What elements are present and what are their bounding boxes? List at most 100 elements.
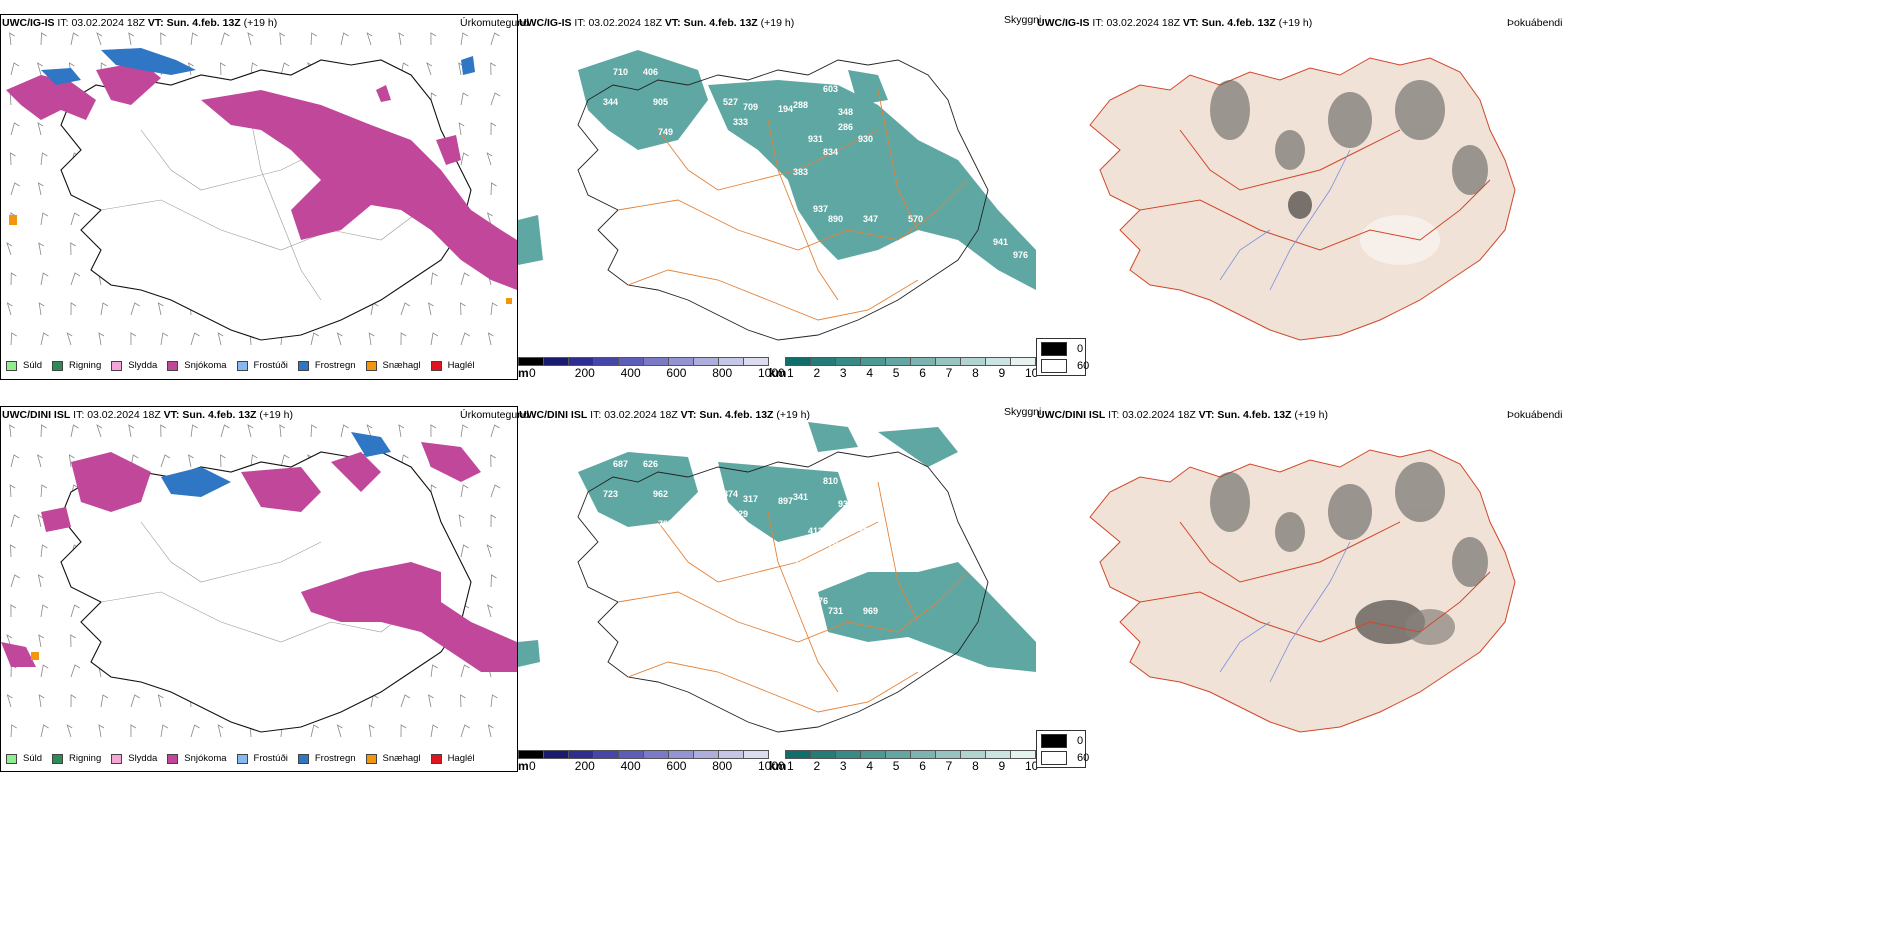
- precip-title-bottom: Úrkomutegund: [460, 409, 529, 421]
- colorbar-cell: [743, 750, 769, 759]
- visibility-map-top: 710 406 905 344 749 527 709 333 194 603 288 348 286 9…: [518, 50, 1036, 341]
- legend-label: Snæhagl: [382, 360, 421, 371]
- ice-pellet-areas: [31, 652, 39, 660]
- colorbar-cell: [668, 357, 694, 366]
- cloud-legend-bottom: 0 60: [1036, 730, 1089, 768]
- colorbar-tick: 9: [998, 366, 1006, 380]
- legend-swatch: [167, 753, 179, 764]
- colorbar-cell: [960, 750, 986, 759]
- colorbar-tick: 0: [529, 366, 536, 380]
- visibility-value-label: 413: [808, 526, 823, 536]
- colorbar-cell: [518, 750, 544, 759]
- low-visibility-areas: [518, 422, 1036, 672]
- colorbar-tick: 7: [945, 366, 953, 380]
- vis-unit-top: km: [769, 366, 787, 380]
- vis-colorbar-top: [785, 357, 1036, 366]
- colorbar-tick: 6: [919, 366, 926, 380]
- visibility-value-label: 937: [813, 204, 828, 214]
- colorbar-cell: [960, 357, 986, 366]
- roads: [617, 89, 969, 321]
- colorbar-cell: [593, 357, 619, 366]
- fog-roads: [1139, 521, 1491, 643]
- precip-header-bottom: UWC/DINI ISL IT: 03.02.2024 18Z VT: Sun.…: [2, 409, 293, 421]
- snow-areas: [1, 442, 517, 672]
- legend-label: Frostúði: [253, 360, 288, 371]
- fog-header-bottom: UWC/DINI ISL IT: 03.02.2024 18Z VT: Sun.…: [1037, 409, 1328, 421]
- legend-swatch: [430, 753, 442, 764]
- visibility-value-label: 370: [823, 539, 838, 549]
- visibility-value-label: 731: [828, 606, 843, 616]
- visibility-value-label: 310: [858, 526, 873, 536]
- legend-item: Frostregn: [297, 360, 356, 371]
- legend-swatch: [167, 360, 179, 371]
- colorbar-tick: 10: [1025, 759, 1039, 773]
- colorbar-tick: 8: [972, 759, 979, 773]
- legend-swatch: [6, 360, 17, 371]
- cloud-legend-item: 60: [1041, 359, 1089, 373]
- colorbar-cell: [1010, 357, 1036, 366]
- iceland-outline: [577, 59, 989, 341]
- colorbar-cell: [543, 357, 569, 366]
- colorbar-cell: [643, 750, 669, 759]
- legend-label: Frostregn: [314, 360, 356, 371]
- colorbar-cell: [643, 357, 669, 366]
- colorbar-tick: 1000: [758, 759, 785, 773]
- colorbar-tick: 3: [839, 366, 847, 380]
- visibility-value-label: 931: [808, 134, 823, 144]
- legend-swatch: [236, 360, 248, 371]
- fog-roads: [1139, 129, 1491, 251]
- legend-label: Rigning: [69, 753, 102, 764]
- fog-map-top: [1089, 57, 1516, 341]
- legend-label: Haglél: [447, 360, 475, 371]
- visibility-value-label: 969: [863, 606, 878, 616]
- colorbar-cell: [568, 750, 594, 759]
- freezing-rain-areas: [161, 432, 391, 497]
- colorbar-tick: 1: [787, 366, 794, 380]
- legend-label: Slydda: [128, 753, 158, 764]
- legend-item: Haglél: [430, 360, 475, 371]
- colorbar-cell: [593, 750, 619, 759]
- cloud-swatch: [1041, 342, 1067, 356]
- ceiling-colorbar-bottom: [518, 750, 769, 759]
- legend-item: Snjókoma: [167, 753, 227, 764]
- legend-item: Snjókoma: [167, 360, 227, 371]
- cloud-legend-item: 60: [1041, 751, 1089, 765]
- cloud-swatch: [1041, 359, 1067, 373]
- legend-item: Snæhagl: [365, 360, 421, 371]
- colorbar-cell: [743, 357, 769, 366]
- colorbar-cell: [693, 750, 719, 759]
- legend-label: Snjókoma: [184, 753, 227, 764]
- colorbar-cell: [568, 357, 594, 366]
- legend-swatch: [236, 753, 248, 764]
- ceiling-unit-bottom: m: [518, 759, 529, 773]
- fog-map-bottom: [1089, 449, 1516, 733]
- legend-item: Frostúði: [236, 360, 288, 371]
- legend-label: Snæhagl: [382, 753, 421, 764]
- colorbar-tick: 6: [919, 759, 926, 773]
- visibility-value-label: 128: [838, 514, 853, 524]
- visibility-value-label: 626: [643, 459, 658, 469]
- visibility-value-label: 603: [823, 84, 838, 94]
- fog-title-top: Þokuábendi: [1507, 17, 1563, 29]
- vis-colorbar-bottom: [785, 750, 1036, 759]
- visibility-value-label: 810: [823, 476, 838, 486]
- colorbar-cell: [935, 357, 961, 366]
- visibility-value-label: 329: [733, 509, 748, 519]
- visibility-value-label: 194: [778, 104, 793, 114]
- legend-item: Snæhagl: [365, 753, 421, 764]
- legend-label: Frostregn: [314, 753, 356, 764]
- fog-header-top: UWC/IG-IS IT: 03.02.2024 18Z VT: Sun. 4.…: [1037, 17, 1313, 29]
- legend-label: Snjókoma: [184, 360, 227, 371]
- legend-item: Slydda: [111, 753, 157, 764]
- legend-swatch: [297, 360, 309, 371]
- visibility-value-label: 284: [928, 117, 943, 127]
- legend-label: Haglél: [447, 753, 475, 764]
- visibility-value-label: 787: [658, 519, 673, 529]
- iceland-outline: [577, 451, 989, 733]
- colorbar-cell: [885, 357, 911, 366]
- colorbar-cell: [935, 750, 961, 759]
- colorbar-tick: 4: [866, 366, 874, 380]
- colorbar-tick: 400: [620, 366, 641, 380]
- vis-title-bottom: Skyggni: [1004, 406, 1042, 418]
- legend-item: Súld: [6, 360, 42, 371]
